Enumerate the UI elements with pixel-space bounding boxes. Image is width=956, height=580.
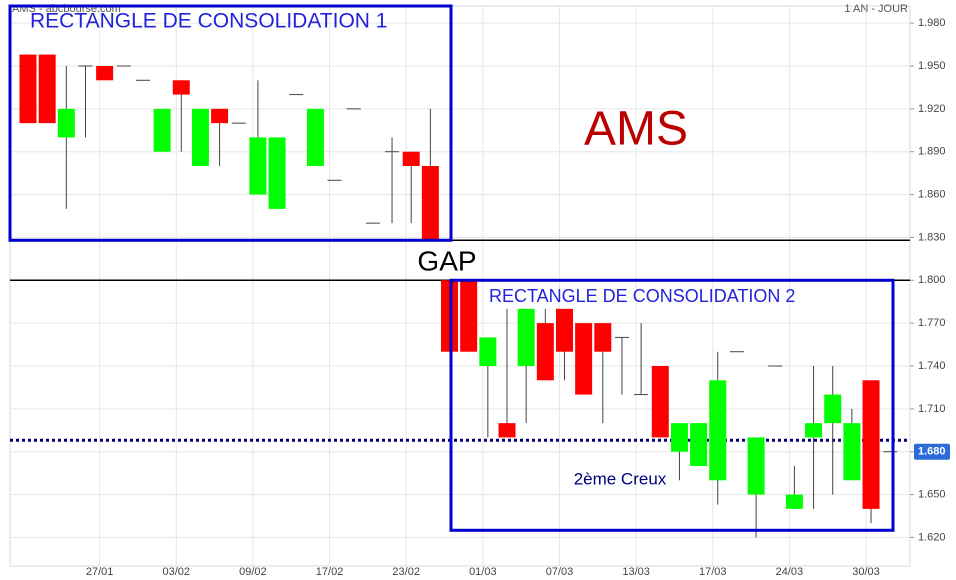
x-tick-label: 30/03 [852, 566, 880, 578]
gap-label: GAP [417, 245, 476, 276]
candle-body [785, 494, 803, 509]
x-tick-label: 07/03 [546, 566, 574, 578]
candle-body [805, 423, 823, 438]
x-tick-label: 09/02 [239, 566, 267, 578]
candle-body [843, 423, 861, 481]
x-tick-label: 01/03 [469, 566, 497, 578]
x-tick-label: 17/02 [316, 566, 344, 578]
candle-body [211, 108, 229, 124]
y-tick-label: 1.860 [918, 188, 946, 200]
candle-body [306, 108, 324, 166]
x-tick-label: 17/03 [699, 566, 727, 578]
x-tick-label: 13/03 [622, 566, 650, 578]
candle-body [57, 108, 75, 138]
candle-body [498, 423, 516, 438]
x-tick-label: 27/01 [86, 566, 114, 578]
rectangle-label: RECTANGLE DE CONSOLIDATION 2 [489, 286, 795, 306]
candle-body [96, 66, 114, 81]
plot-frame [9, 5, 911, 567]
y-tick-label: 1.650 [918, 488, 946, 500]
candle-body [19, 54, 37, 124]
current-price-label: 1.680 [918, 446, 946, 458]
candle-body [690, 423, 708, 466]
candle-body [555, 308, 573, 352]
support-label: 2ème Creux [574, 469, 667, 488]
y-tick-label: 1.620 [918, 531, 946, 543]
y-tick-label: 1.830 [918, 231, 946, 243]
y-tick-label: 1.800 [918, 274, 946, 286]
candle-body [517, 308, 535, 366]
candle-body [268, 137, 286, 209]
x-tick-label: 03/02 [163, 566, 191, 578]
candle-body [824, 394, 842, 424]
candle-body [460, 280, 478, 352]
y-tick-label: 1.920 [918, 103, 946, 115]
consolidation-rectangle [449, 278, 895, 532]
rectangle-label: RECTANGLE DE CONSOLIDATION 1 [30, 10, 387, 33]
candle-body [709, 380, 727, 481]
candle-body [747, 437, 765, 495]
period: 1 AN - JOUR [844, 3, 908, 15]
consolidation-rectangle [8, 4, 453, 242]
candle-body [536, 323, 554, 381]
x-tick-label: 24/03 [776, 566, 804, 578]
candle-body [249, 137, 267, 195]
y-tick-label: 1.980 [918, 17, 946, 29]
y-tick-label: 1.950 [918, 60, 946, 72]
chart-title: AMS [584, 103, 688, 156]
y-tick-label: 1.710 [918, 403, 946, 415]
candle-body [38, 54, 56, 124]
candle-body [670, 423, 688, 452]
y-tick-label: 1.740 [918, 360, 946, 372]
y-tick-label: 1.770 [918, 317, 946, 329]
candle-body [651, 366, 669, 438]
y-tick-label: 1.890 [918, 146, 946, 158]
candle-body [153, 108, 171, 152]
x-tick-label: 23/02 [392, 566, 420, 578]
candle-body [862, 380, 880, 509]
candle-body [402, 151, 420, 166]
candle-body [172, 80, 190, 95]
candle-body [421, 166, 439, 241]
candle-body [594, 323, 612, 352]
current-price-chip [914, 443, 950, 460]
candle-body [479, 337, 497, 366]
candle-body [191, 108, 209, 166]
candle-body [575, 323, 593, 395]
